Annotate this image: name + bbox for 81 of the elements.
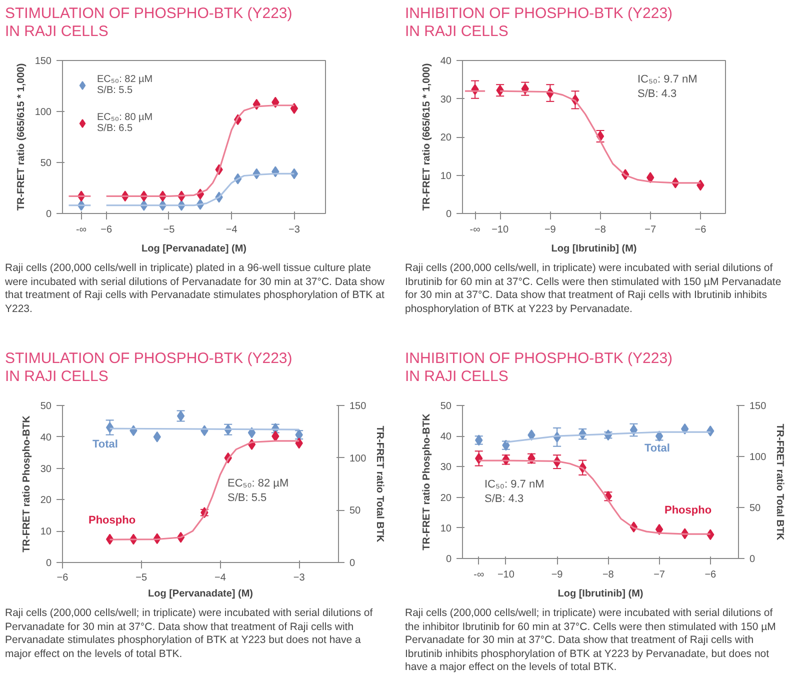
chart-title: INHIBITION OF PHOSPHO-BTK (Y223) IN RAJI CELLS (405, 5, 673, 41)
x-tick-label: −7 (654, 570, 666, 580)
x-tick-label: -∞ (474, 570, 484, 580)
annotation: EC₅₀: 82 µM S/B: 5.5 (228, 478, 289, 504)
series-label: Phospho (88, 514, 136, 526)
x-tick-label: −9 (551, 570, 564, 580)
y-tick-label: 0 (46, 209, 52, 220)
text: Raji cells (200,000 cells/well in triplicate) plated in a 96-well tissue culture plate were incubated with serial dilutions of Pervanadate for 30 min at 37°C. Data show that treatment of Raji cells with Pervanadate stimulates phosphorylation of BTK at Y223. (5, 262, 386, 316)
x-tick-label: −4 (214, 572, 226, 584)
x-tick-label: −3 (293, 572, 306, 584)
y-tick-label: 50 (440, 401, 452, 412)
y-axis-title: TR-FRET ratio Phospho-BTK (421, 412, 432, 550)
chart-title: STIMULATION OF PHOSPHO-BTK (Y223) IN RAJI CELLS (5, 5, 292, 41)
y-tick-label: 30 (440, 462, 452, 474)
x-tick-label: −8 (594, 224, 606, 236)
y-tick-label: 20 (40, 495, 52, 506)
y-tick-label: 30 (440, 94, 452, 106)
x-axis-title: Log [Pervanadate] (M) (141, 244, 247, 254)
text: Raji cells (200,000 cells/well; in triplicate) were incubated with serial dilutions of the inhibitor Ibrutinib for 60 min at 37°C. Cells were then stimulated with 150 µM Pervanadate for 30 min at 37°C. Data show that treatment of Raji cells with Ibrutinib inhibits phosphorylation of BTK at Y223 by Pervanadate, but does not have a major effect on the levels of total BTK. (405, 607, 777, 674)
y-tick-label: 40 (40, 432, 52, 444)
chart-title: INHIBITION OF PHOSPHO-BTK (Y223) IN RAJI CELLS (405, 350, 673, 386)
x-tick-label: −5 (163, 224, 176, 236)
y-tick-label: 10 (440, 170, 452, 182)
series-label: Total (644, 442, 670, 454)
y2-tick-label: 100 (750, 452, 767, 463)
x-tick-label: -∞ (470, 224, 480, 236)
y-axis-title: TR-FRET ratio Phospho-BTK (21, 414, 32, 552)
y2-tick-label: 50 (750, 503, 762, 514)
x-tick-label: −10 (492, 224, 509, 236)
series-label: Total (92, 438, 118, 450)
x-axis-title: Log [Ibrutinib] (M) (558, 588, 644, 600)
point (290, 102, 298, 114)
y2-tick-label: 100 (350, 453, 367, 464)
legend-label: EC₅₀: 80 µM S/B: 6.5 (97, 111, 153, 136)
y-axis-title: TR-FRET ratio (665/615 * 1,000) (421, 63, 432, 211)
y2-tick-label: 50 (350, 506, 362, 517)
annotation: IC₅₀: 9.7 nM S/B: 4.3 (638, 74, 698, 100)
y-tick-label: 50 (40, 158, 52, 169)
y-tick-label: 40 (440, 432, 452, 443)
y2-tick-label: 150 (750, 401, 767, 412)
y-tick-label: 0 (446, 209, 452, 220)
x-tick-label: −4 (226, 224, 238, 236)
y2-axis-title: TR-FRET ratio Total BTK (774, 424, 786, 542)
series-label: Phospho (664, 504, 712, 516)
text: Raji cells (200,000 cells/well, in triplicate) were incubated with serial dilutions of Ibrutinib for 60 min at 37°C. Cells were then stimulated with 150 µM Pervanadate for 30 min at 37°C. Data show that treatment of Raji cells with Ibrutinib inhibits phosphorylation of BTK at Y223 by Pervanadate. (405, 262, 782, 316)
chart-title: STIMULATION OF PHOSPHO-BTK (Y223) IN RAJI CELLS (5, 350, 292, 386)
x-tick-label: −6 (694, 224, 707, 236)
x-tick-label: −8 (602, 570, 614, 580)
x-axis-title: Log [Pervanadate] (M) (148, 588, 254, 600)
y-tick-label: 0 (46, 558, 52, 569)
y-axis-title: TR-FRET ratio (665/615 * 1,000) (16, 63, 27, 211)
y-tick-label: 10 (40, 526, 52, 538)
x-tick-label: −9 (544, 224, 556, 236)
y-tick-label: 20 (440, 492, 452, 504)
x-tick-label: -∞ (76, 224, 87, 236)
x-tick-label: −6 (100, 224, 112, 236)
x-tick-label: −3 (288, 224, 300, 236)
annotation: IC₅₀: 9.7 nM S/B: 4.3 (484, 478, 544, 505)
y2-tick-label: 0 (350, 558, 356, 569)
y-tick-label: 100 (34, 107, 52, 118)
point (248, 427, 256, 438)
y-tick-label: 40 (440, 56, 452, 67)
y2-tick-label: 0 (750, 554, 756, 565)
x-tick-label: −6 (56, 572, 69, 584)
y-tick-label: 0 (446, 554, 452, 565)
y2-tick-label: 150 (350, 401, 367, 412)
point (655, 430, 664, 442)
x-tick-label: −7 (644, 224, 656, 236)
text: Raji cells (200,000 cells/well; in triplicate) were incubated with serial dilutions of Pervanadate for 30 min at 37°C. Data show that treatment of Raji cells with Pervanadate stimulates phosphorylation of BTK at Y223 but does not have a major effect on the levels of total BTK. (5, 607, 374, 661)
y-tick-label: 10 (440, 523, 452, 534)
y-tick-label: 150 (34, 56, 52, 67)
y-tick-label: 50 (40, 401, 52, 412)
legend-label: EC₅₀: 82 µM S/B: 5.5 (97, 73, 153, 98)
x-tick-label: −10 (497, 570, 515, 580)
y-tick-label: 20 (440, 132, 452, 144)
y-tick-label: 30 (40, 464, 52, 475)
x-tick-label: −5 (136, 572, 148, 584)
x-axis-title: Log [Ibrutinib] (M) (551, 244, 637, 254)
x-tick-label: −6 (704, 570, 717, 580)
y2-axis-title: TR-FRET ratio Total BTK (374, 426, 386, 544)
point (655, 524, 664, 535)
